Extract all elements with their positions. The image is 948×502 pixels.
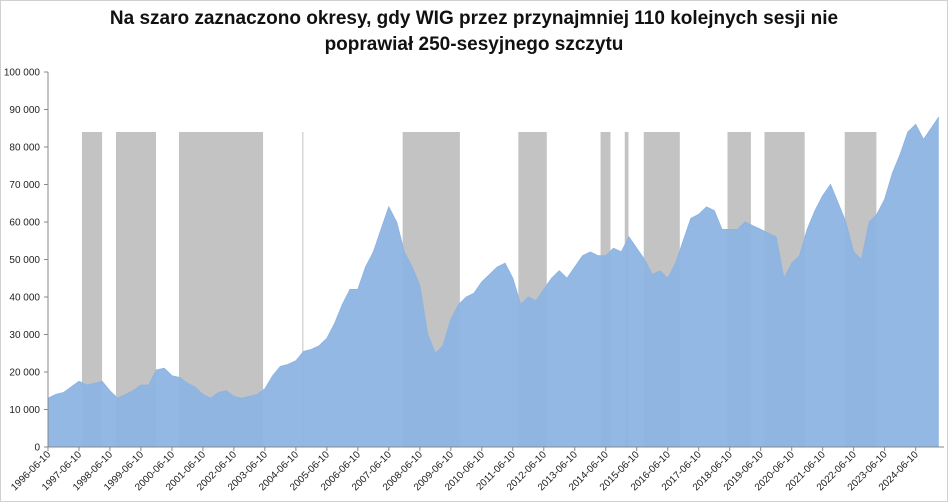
shaded-period bbox=[302, 132, 304, 447]
chart-title: Na szaro zaznaczono okresy, gdy WIG prze… bbox=[110, 8, 838, 29]
y-tick-label: 20 000 bbox=[9, 368, 40, 379]
chart-title: poprawiał 250-sesyjnego szczytu bbox=[325, 34, 624, 55]
y-tick-label: 90 000 bbox=[9, 105, 40, 116]
y-tick-label: 60 000 bbox=[9, 218, 40, 229]
y-tick-label: 40 000 bbox=[9, 293, 40, 304]
y-tick-label: 80 000 bbox=[9, 143, 40, 154]
y-tick-label: 0 bbox=[34, 443, 40, 454]
shaded-period bbox=[81, 132, 103, 447]
y-tick-label: 50 000 bbox=[9, 255, 40, 266]
area-fill bbox=[48, 117, 939, 447]
area-line bbox=[47, 116, 940, 399]
y-tick-label: 30 000 bbox=[9, 330, 40, 341]
y-tick-label: 100 000 bbox=[4, 68, 41, 79]
y-tick-label: 10 000 bbox=[9, 405, 40, 416]
y-tick-label: 70 000 bbox=[9, 180, 40, 191]
